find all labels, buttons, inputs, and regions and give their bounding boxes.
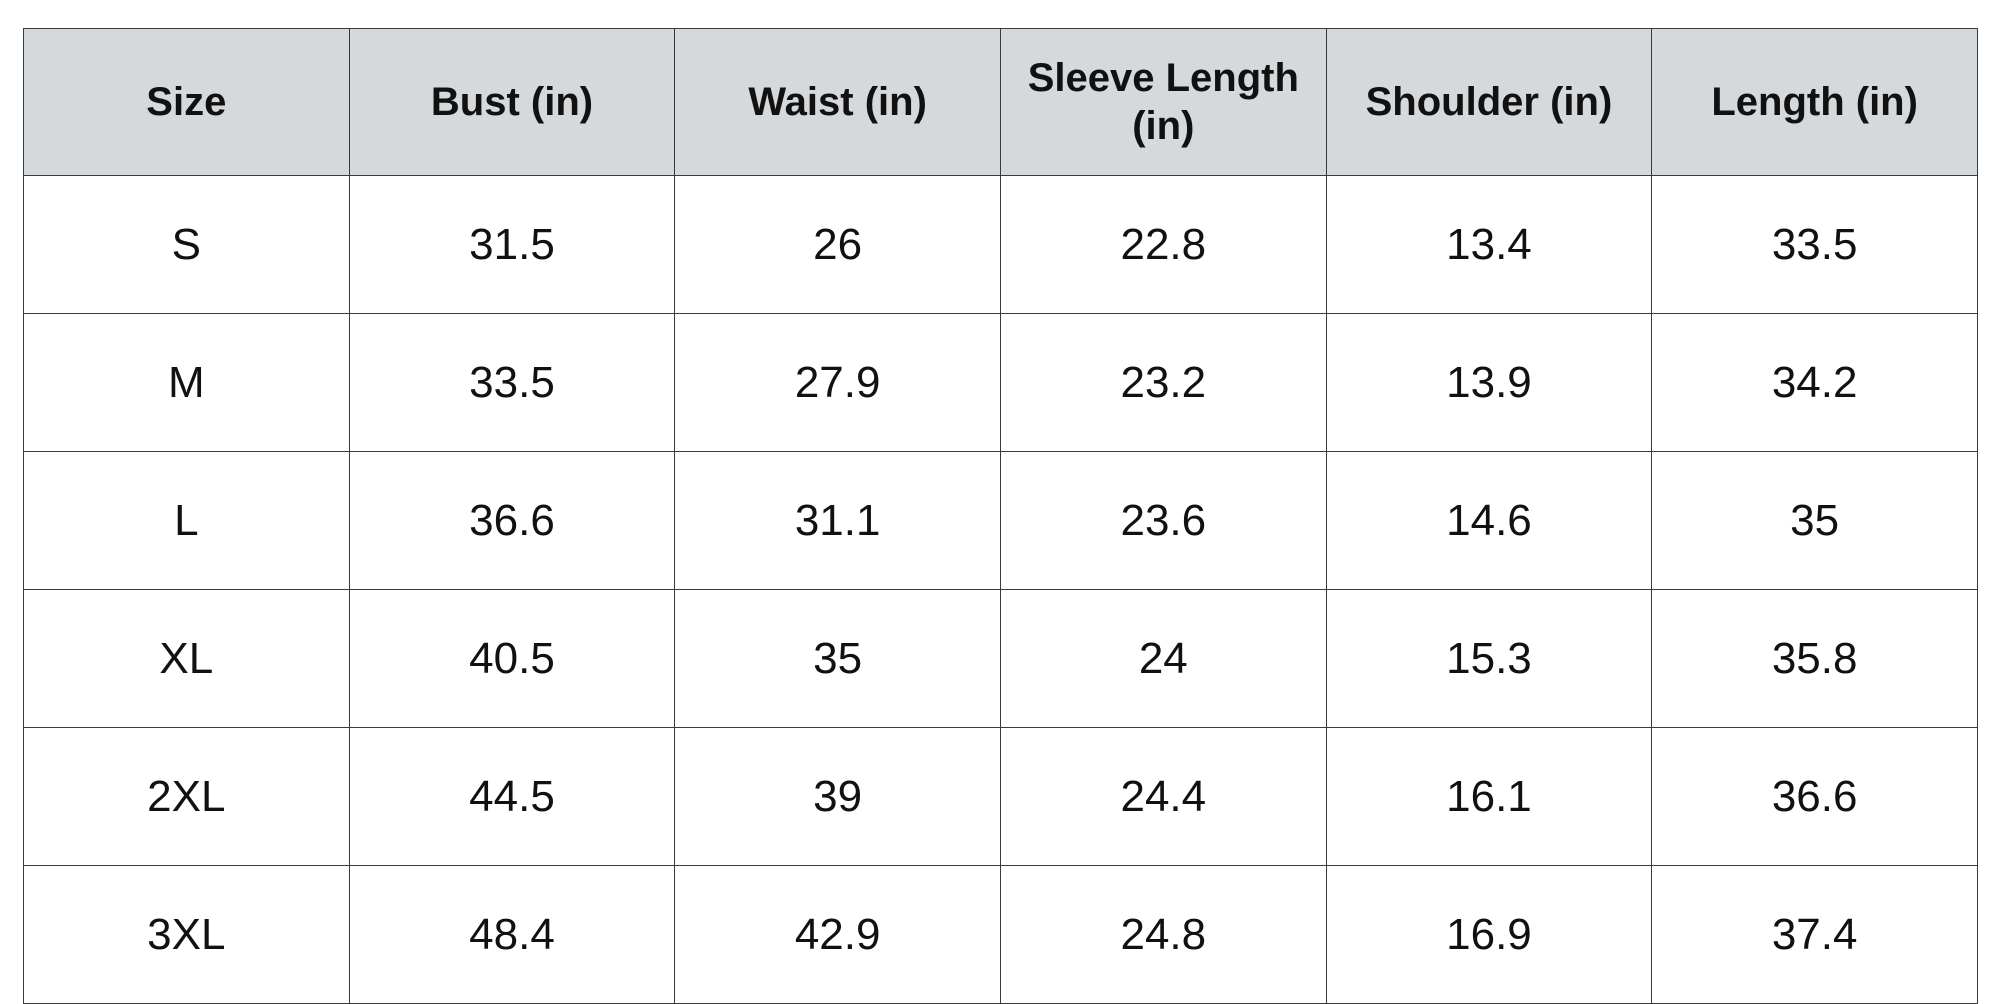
measure-cell: 31.1 <box>674 451 1001 590</box>
table-row: 3XL 48.4 42.9 24.8 16.9 37.4 <box>23 865 1978 1004</box>
measure-cell: 24.8 <box>999 865 1327 1004</box>
measure-cell: 35 <box>674 589 1001 728</box>
measure-cell: 23.6 <box>999 451 1327 590</box>
measure-cell: 31.5 <box>348 175 676 314</box>
measure-cell: 39 <box>674 727 1001 866</box>
table-header: Size Bust (in) Waist (in) Sleeve Length (in… <box>23 28 1978 176</box>
size-cell: M <box>23 313 350 452</box>
size-cell: 3XL <box>23 865 350 1004</box>
measure-cell: 48.4 <box>348 865 676 1004</box>
header-cell: Waist (in) <box>674 28 1001 176</box>
measure-cell: 34.2 <box>1651 313 1978 452</box>
table-row: S 31.5 26 22.8 13.4 33.5 <box>23 175 1978 314</box>
size-cell: 2XL <box>23 727 350 866</box>
measure-cell: 24 <box>999 589 1327 728</box>
measure-cell: 36.6 <box>348 451 676 590</box>
table-row: L 36.6 31.1 23.6 14.6 35 <box>23 451 1978 590</box>
measure-cell: 33.5 <box>1651 175 1978 314</box>
measure-cell: 26 <box>674 175 1001 314</box>
measure-cell: 24.4 <box>999 727 1327 866</box>
table-body: S 31.5 26 22.8 13.4 33.5 M 33.5 27.9 23.2 13.9 34.2… <box>23 175 1978 1004</box>
size-cell: XL <box>23 589 350 728</box>
size-table: Size Bust (in) Waist (in) Sleeve Length (in… <box>23 28 1978 1004</box>
table-row: M 33.5 27.9 23.2 13.9 34.2 <box>23 313 1978 452</box>
measure-cell: 37.4 <box>1651 865 1978 1004</box>
table-row: XL 40.5 35 24 15.3 35.8 <box>23 589 1978 728</box>
measure-cell: 13.9 <box>1325 313 1653 452</box>
measure-cell: 16.9 <box>1325 865 1653 1004</box>
measure-cell: 36.6 <box>1651 727 1978 866</box>
measure-cell: 35 <box>1651 451 1978 590</box>
measure-cell: 14.6 <box>1325 451 1653 590</box>
measure-cell: 40.5 <box>348 589 676 728</box>
header-cell: Size <box>23 28 350 176</box>
measure-cell: 22.8 <box>999 175 1327 314</box>
size-cell: S <box>23 175 350 314</box>
size-cell: L <box>23 451 350 590</box>
table-row: 2XL 44.5 39 24.4 16.1 36.6 <box>23 727 1978 866</box>
measure-cell: 33.5 <box>348 313 676 452</box>
measure-cell: 16.1 <box>1325 727 1653 866</box>
measure-cell: 23.2 <box>999 313 1327 452</box>
measure-cell: 42.9 <box>674 865 1001 1004</box>
header-row: Size Bust (in) Waist (in) Sleeve Length (in… <box>23 28 1978 176</box>
measure-cell: 44.5 <box>348 727 676 866</box>
header-cell: Bust (in) <box>348 28 676 176</box>
measure-cell: 35.8 <box>1651 589 1978 728</box>
measure-cell: 15.3 <box>1325 589 1653 728</box>
measure-cell: 13.4 <box>1325 175 1653 314</box>
header-cell: Sleeve Length (in) <box>999 28 1327 176</box>
measure-cell: 27.9 <box>674 313 1001 452</box>
header-cell: Length (in) <box>1651 28 1978 176</box>
header-cell: Shoulder (in) <box>1325 28 1653 176</box>
